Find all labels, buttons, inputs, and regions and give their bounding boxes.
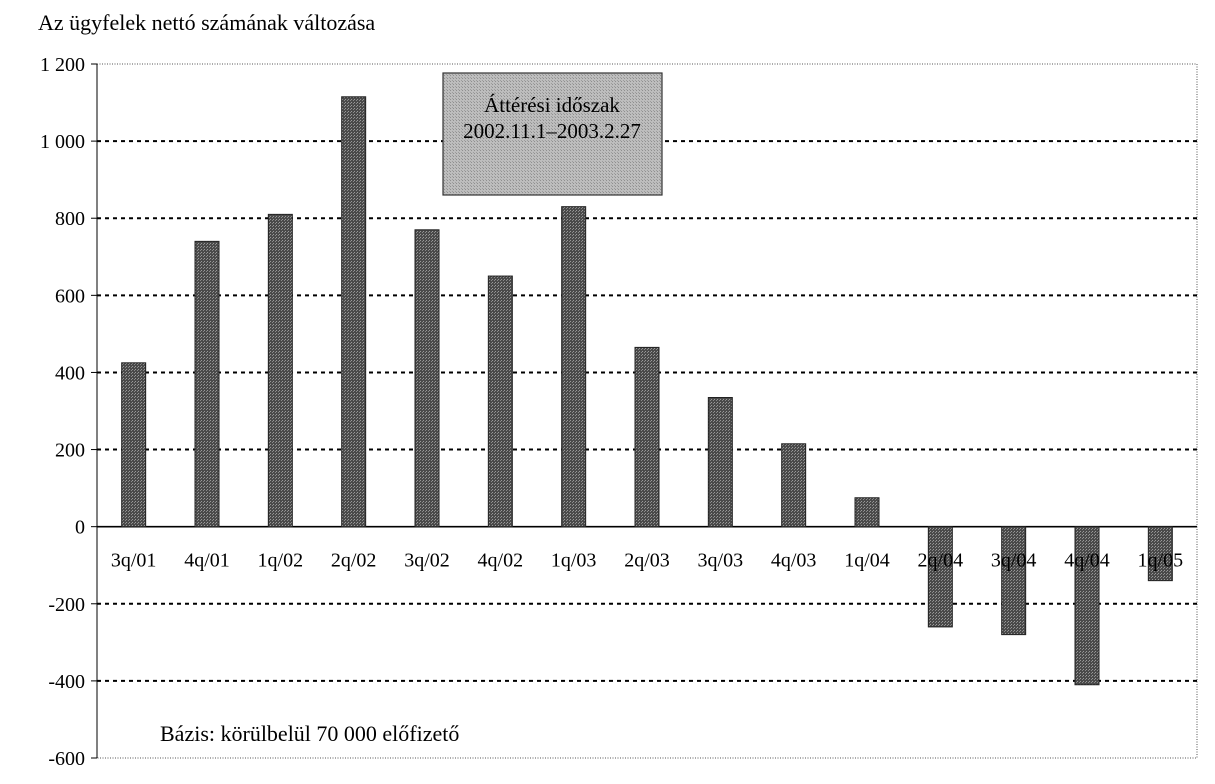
bar-2q-04: [927, 526, 953, 628]
y-tick-label: 0: [75, 517, 85, 539]
x-category-label: 3q/02: [404, 550, 450, 572]
y-tick-label: -400: [48, 671, 85, 693]
y-tick-label: 400: [55, 362, 85, 384]
x-category-label: 2q/03: [624, 550, 670, 572]
x-category-label: 4q/01: [184, 550, 230, 572]
bar-4q-04: [1074, 526, 1100, 686]
bars: [121, 96, 1173, 686]
x-axis-category-labels: 3q/01 4q/01 1q/02 2q/02 3q/02 4q/02 1q/03 2q/03…: [111, 550, 1183, 572]
annotation-box: [442, 72, 663, 196]
chart-title: Az ügyfelek nettó számának változása: [38, 10, 375, 35]
bar-1q-02: [267, 213, 293, 528]
bar-3q-01: [121, 362, 147, 528]
x-category-label: 1q/05: [1138, 550, 1184, 572]
bar-2q-02: [341, 96, 367, 528]
bar-2q-03: [634, 346, 660, 528]
x-category-label: 1q/03: [551, 550, 597, 572]
bar-1q-04: [854, 497, 880, 528]
annotation-line-2: 2002.11.1–2003.2.27: [463, 119, 641, 143]
bar-3q-02: [414, 229, 440, 528]
x-category-label: 3q/04: [991, 550, 1037, 572]
transition-period-annotation: Áttérési időszak 2002.11.1–2003.2.27: [442, 72, 663, 196]
base-note: Bázis: körülbelül 70 000 előfizető: [160, 721, 459, 746]
x-category-label: 1q/04: [844, 550, 890, 572]
x-category-label: 1q/02: [258, 550, 304, 572]
x-category-label: 2q/04: [918, 550, 964, 572]
y-tick-label: -600: [48, 748, 85, 770]
x-category-label: 2q/02: [331, 550, 377, 572]
bar-1q-05: [1147, 526, 1173, 582]
bar-3q-03: [707, 397, 733, 528]
y-tick-label: 1 000: [40, 131, 85, 153]
annotation-line-1: Áttérési időszak: [484, 93, 620, 117]
x-category-label: 3q/01: [111, 550, 157, 572]
bar-4q-01: [194, 240, 220, 528]
y-tick-label: 800: [55, 208, 85, 230]
x-category-label: 4q/04: [1064, 550, 1110, 572]
y-tick-label: 200: [55, 440, 85, 462]
bar-1q-03: [561, 206, 587, 528]
bar-3q-04: [1001, 526, 1027, 636]
x-category-label: 4q/02: [478, 550, 524, 572]
y-tick-label: 1 200: [40, 54, 85, 76]
y-axis-tick-labels: -600 -400 -200 0 200 400 600 800 1 000 1 200: [40, 54, 97, 770]
bar-4q-03: [781, 443, 807, 528]
bar-4q-02: [487, 275, 513, 528]
y-tick-label: -200: [48, 594, 85, 616]
y-tick-label: 600: [55, 285, 85, 307]
x-category-label: 4q/03: [771, 550, 817, 572]
x-category-label: 3q/03: [698, 550, 744, 572]
